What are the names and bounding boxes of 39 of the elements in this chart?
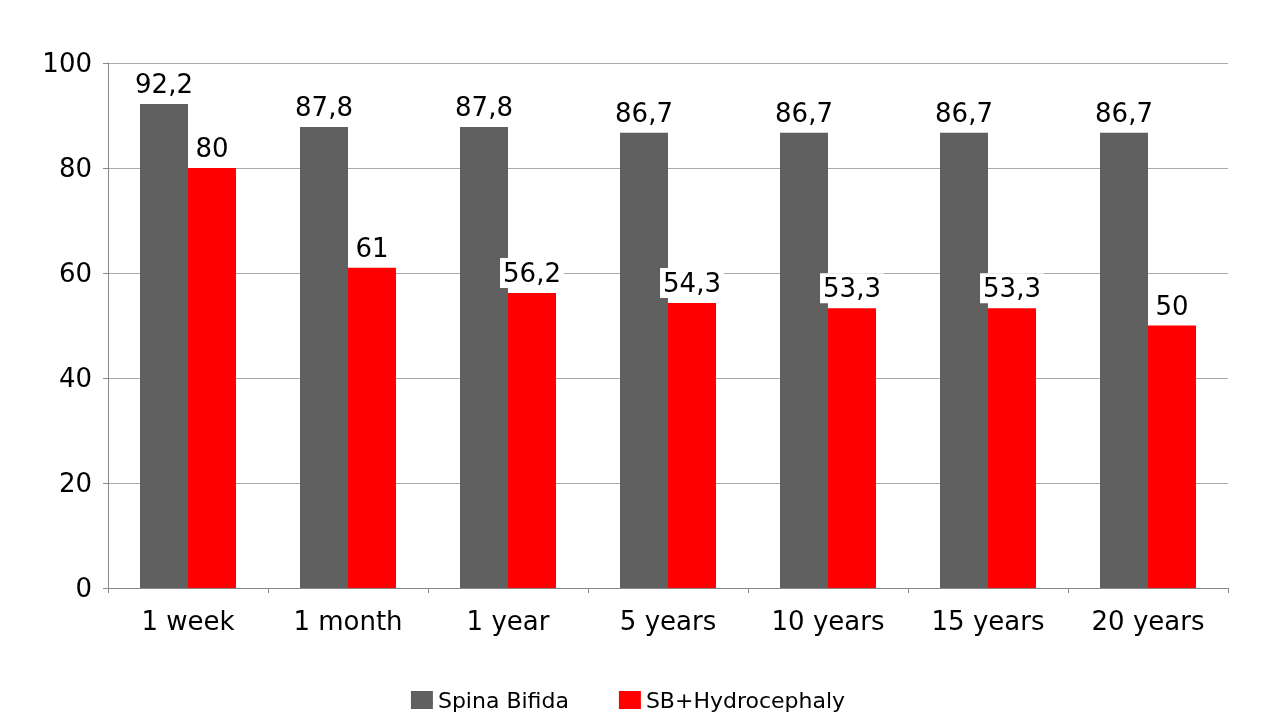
data-label: 61 — [355, 232, 389, 263]
legend-label: Spina Bifida — [437, 687, 569, 713]
bar — [668, 302, 716, 588]
y-tick-label: 60 — [58, 258, 92, 288]
y-tick-label: 40 — [58, 363, 92, 393]
bar — [1100, 132, 1148, 588]
data-label: 53,3 — [823, 273, 881, 304]
y-tick-label: 100 — [42, 48, 92, 78]
bar — [1148, 325, 1196, 588]
bar — [140, 103, 188, 588]
bar — [988, 308, 1036, 588]
bar — [300, 127, 348, 588]
bar — [188, 168, 236, 588]
data-label: 86,7 — [775, 97, 833, 128]
data-label: 54,3 — [663, 267, 721, 298]
data-label: 80 — [195, 133, 229, 163]
data-label: 56,2 — [503, 257, 561, 288]
x-tick-label: 5 years — [619, 606, 717, 636]
y-tick-label: 20 — [58, 468, 92, 498]
data-label: 86,7 — [935, 97, 993, 128]
x-tick-label: 1 year — [466, 606, 550, 636]
data-label: 87,8 — [455, 92, 513, 123]
y-tick-label: 80 — [58, 153, 92, 183]
data-label: 50 — [1155, 290, 1189, 321]
bar — [508, 292, 556, 588]
y-tick-label: 0 — [75, 573, 92, 603]
bar — [348, 267, 396, 588]
x-tick-label: 15 years — [931, 606, 1045, 636]
legend-label: SB+Hydrocephaly — [645, 687, 846, 713]
x-tick-label: 20 years — [1091, 606, 1205, 636]
bar — [828, 308, 876, 588]
data-label: 87,8 — [295, 92, 353, 123]
x-tick-label: 10 years — [771, 606, 885, 636]
data-label: 53,3 — [983, 273, 1041, 304]
data-label: 92,2 — [135, 68, 193, 99]
data-label: 86,7 — [615, 97, 673, 128]
x-tick-label: 1 month — [293, 606, 403, 636]
x-tick-label: 1 week — [141, 606, 235, 636]
data-label: 86,7 — [1095, 97, 1153, 128]
